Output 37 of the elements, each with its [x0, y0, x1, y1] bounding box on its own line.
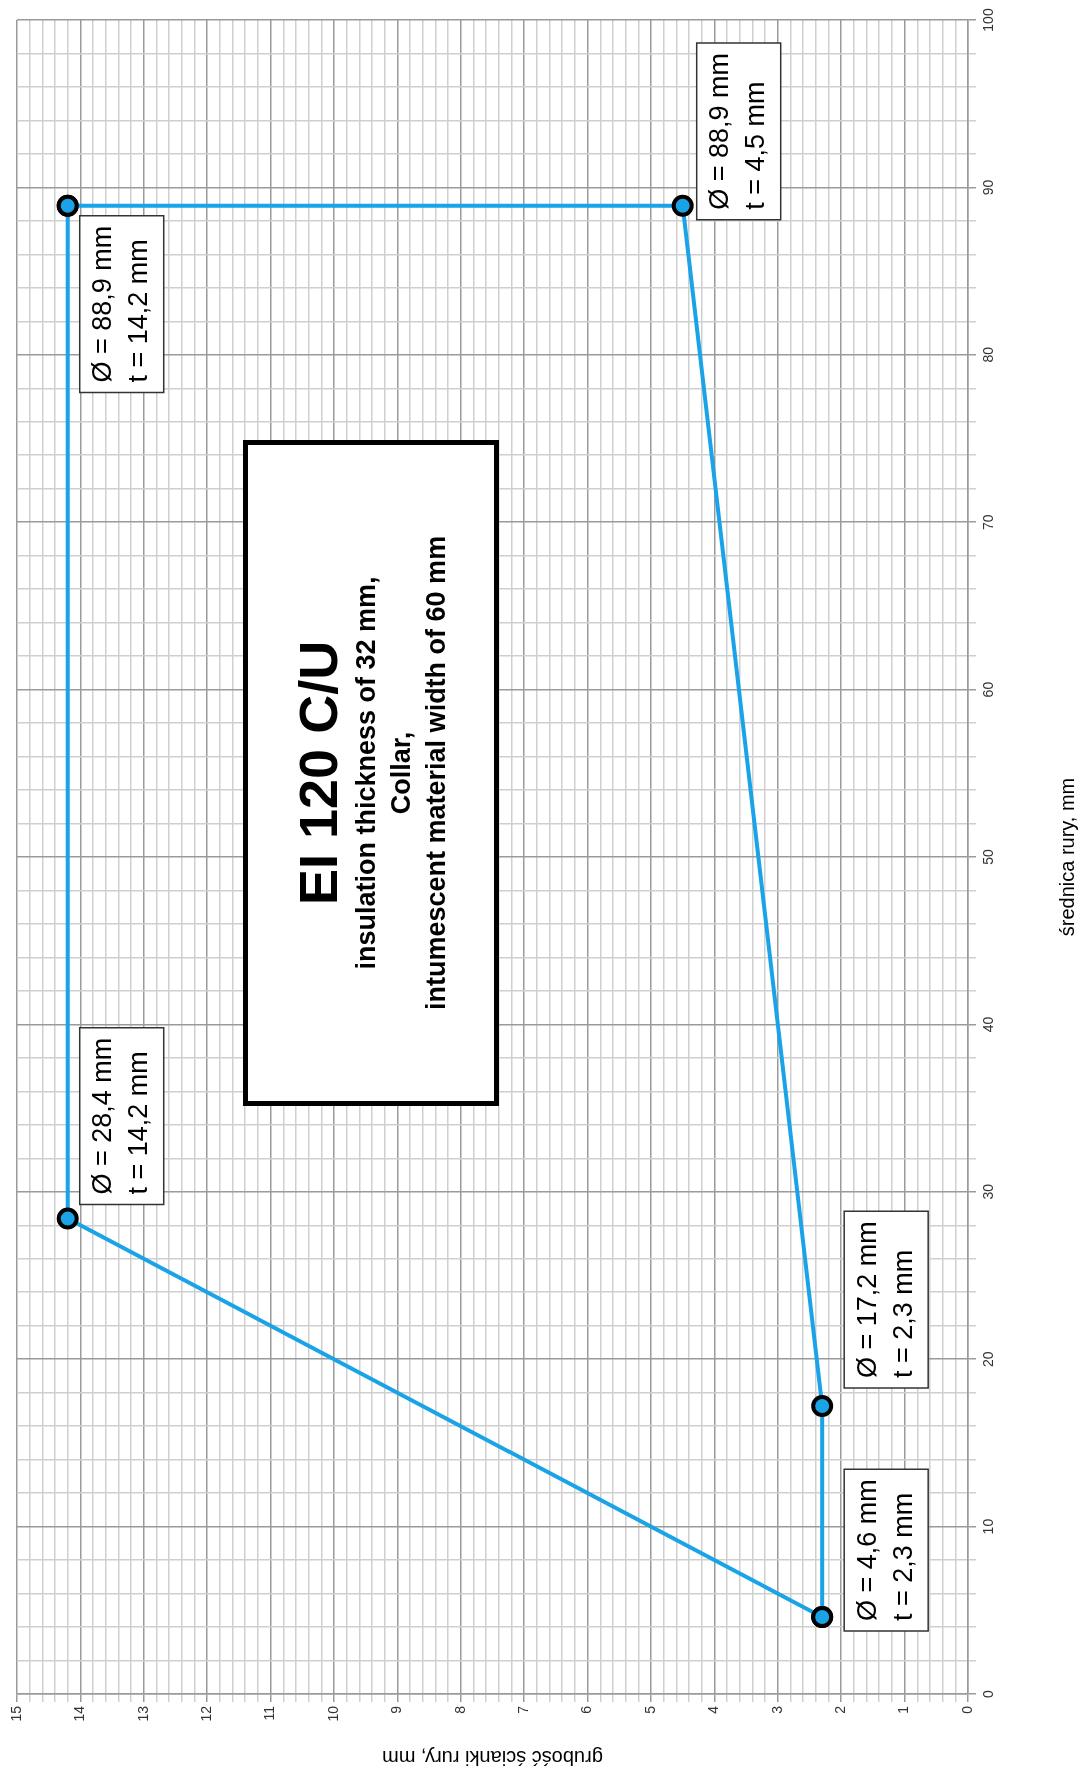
x-tick-label: 14	[71, 1705, 88, 1722]
x-axis-title: grubość ścianki rury, mm	[382, 1747, 603, 1770]
annotation: Ø = 88,9 mm t = 14,2 mm	[87, 225, 154, 383]
y-tick-label: 100	[979, 8, 996, 32]
x-tick-label: 12	[198, 1705, 215, 1722]
x-tick-label: 4	[705, 1705, 722, 1714]
y-tick-label: 80	[979, 346, 996, 363]
y-tick-label: 10	[979, 1518, 996, 1535]
text: EI 120 C/U	[287, 641, 350, 906]
x-tick-label: 8	[451, 1705, 468, 1714]
annotation: Ø = 28,4 mm t = 14,2 mm	[87, 1037, 154, 1195]
annotation: Ø = 17,2 mm t = 2,3 mm	[851, 1221, 918, 1379]
y-axis-title: średnica rury, mm	[1055, 777, 1078, 937]
x-tick-label: 2	[832, 1705, 849, 1714]
x-tick-label: 10	[324, 1705, 341, 1722]
x-tick-label: 9	[388, 1705, 405, 1714]
y-tick-label: 60	[979, 681, 996, 698]
annotation: Ø = 88,9 mm t = 4,5 mm	[704, 53, 771, 210]
x-tick-label: 15	[7, 1705, 24, 1722]
x-tick-label: 0	[958, 1705, 975, 1714]
text-box: EI 120 C/U insulation thickness of 32 mm, Collar, intumescent material width of 60 mm	[242, 440, 499, 1107]
x-tick-label: 6	[578, 1705, 595, 1714]
y-tick-label: 50	[979, 849, 996, 865]
y-tick-label: 0	[979, 1689, 996, 1698]
x-tick-label: 7	[515, 1705, 532, 1714]
x-tick-label: 11	[261, 1705, 278, 1721]
x-tick-label: 3	[768, 1705, 785, 1714]
annotation: insulation thickness of 32 mm, Collar, intumescent material width of 60 mm	[350, 536, 453, 1011]
x-tick-label: 5	[641, 1705, 658, 1714]
y-tick-label: 90	[979, 179, 996, 196]
y-tick-label: 30	[979, 1183, 996, 1200]
annotation: Ø = 4,6 mm t = 2,3 mm	[851, 1479, 918, 1621]
x-tick-label: 1	[895, 1705, 912, 1714]
y-tick-label: 40	[979, 1016, 996, 1033]
x-tick-label: 13	[134, 1705, 151, 1722]
y-tick-label: 70	[979, 514, 996, 530]
y-tick-label: 20	[979, 1351, 996, 1367]
